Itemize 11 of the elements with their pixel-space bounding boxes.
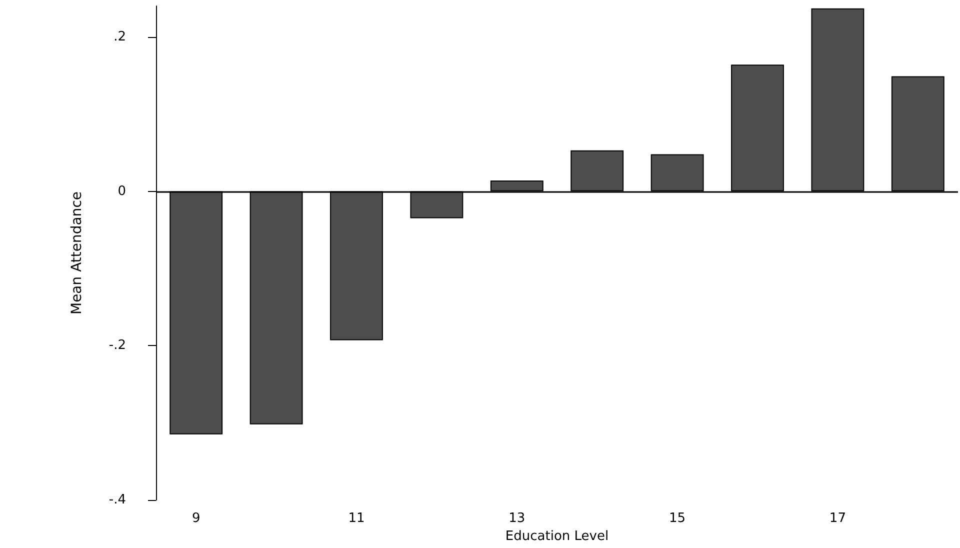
x-tick-label: 9: [192, 511, 200, 526]
x-tick-label: 15: [669, 511, 686, 526]
x-tick-label: 11: [348, 511, 365, 526]
x-tick-label: 17: [829, 511, 846, 526]
x-axis-title: Education Level: [505, 528, 609, 544]
y-axis-title: Mean Attendance: [69, 191, 85, 315]
y-tick-label: 0: [118, 184, 126, 199]
y-tick-label: .2: [114, 29, 126, 44]
y-tick-label: -.2: [108, 338, 126, 354]
x-tick-label: 13: [508, 511, 526, 526]
y-tick-label: -.4: [108, 492, 126, 508]
